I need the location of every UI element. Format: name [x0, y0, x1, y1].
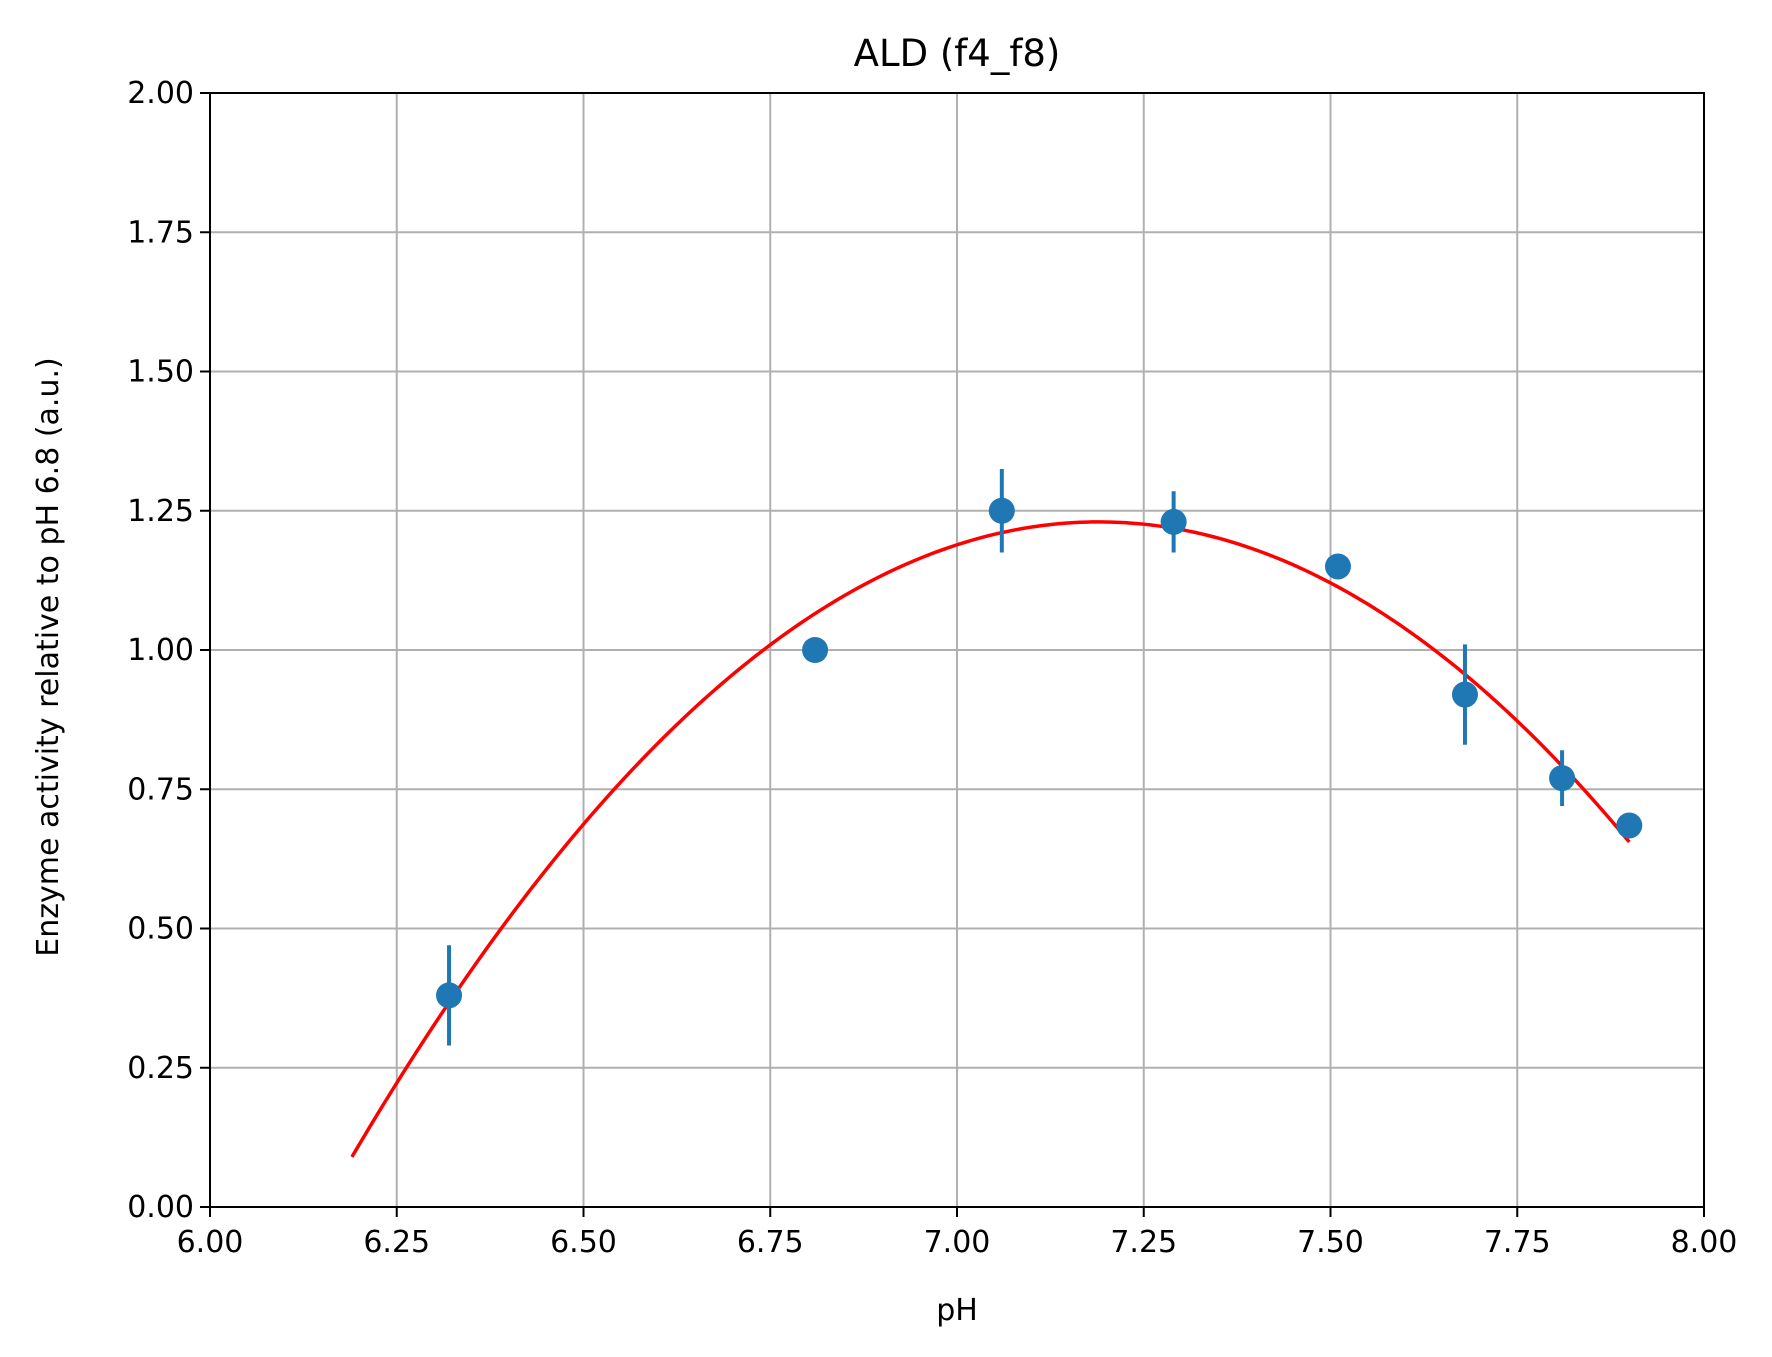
- y-tick-label: 1.75: [127, 215, 194, 250]
- data-point: [1160, 508, 1187, 535]
- y-tick-label: 0.25: [127, 1051, 194, 1086]
- x-tick-label: 7.25: [1110, 1225, 1177, 1260]
- chart-title: ALD (f4_f8): [854, 32, 1061, 75]
- data-point: [436, 982, 463, 1009]
- y-tick-label: 1.50: [127, 355, 194, 390]
- x-axis-label: pH: [936, 1293, 978, 1328]
- x-tick-label: 7.75: [1484, 1225, 1551, 1260]
- y-axis-label: Enzyme activity relative to pH 6.8 (a.u.…: [31, 357, 66, 956]
- x-axis-ticks: 6.00 6.25 6.50 6.75 7.00 7.25 7.50 7.75 8.00: [177, 1207, 1738, 1260]
- x-tick-label: 6.50: [550, 1225, 617, 1260]
- data-points-layer: [436, 468, 1643, 1046]
- y-axis-ticks: 0.00 0.25 0.50 0.75 1.00 1.25 1.50 1.75 2.00: [127, 76, 210, 1225]
- fit-curve-layer: [350, 520, 1631, 1158]
- data-point: [988, 497, 1015, 524]
- y-tick-label: 0.00: [127, 1190, 194, 1225]
- data-point: [1616, 812, 1643, 839]
- data-point: [1324, 553, 1351, 580]
- fit-curve: [350, 520, 1631, 1158]
- y-tick-label: 0.50: [127, 912, 194, 947]
- x-tick-label: 7.00: [924, 1225, 991, 1260]
- y-tick-label: 2.00: [127, 76, 194, 111]
- data-point: [1451, 681, 1478, 708]
- data-point: [802, 637, 829, 663]
- y-tick-label: 1.25: [127, 494, 194, 529]
- x-tick-label: 6.00: [177, 1225, 244, 1260]
- x-tick-label: 6.25: [363, 1225, 430, 1260]
- y-tick-label: 1.00: [127, 633, 194, 668]
- data-point: [1549, 765, 1576, 792]
- x-tick-label: 8.00: [1671, 1225, 1738, 1260]
- y-tick-label: 0.75: [127, 772, 194, 807]
- x-tick-label: 7.50: [1297, 1225, 1364, 1260]
- x-tick-label: 6.75: [737, 1225, 804, 1260]
